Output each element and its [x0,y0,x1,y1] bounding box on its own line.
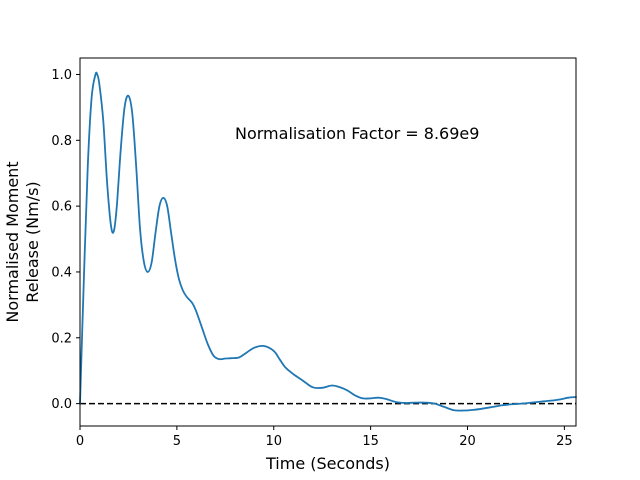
plot-layer [79,71,577,412]
y-tick-label: 0.6 [51,200,72,215]
ticks-layer: 0 5 10 15 20 25 0.0 0.2 0.4 0.6 0.8 1.0 [51,68,572,449]
y-tick-label: 0.8 [51,134,72,149]
x-tick-label: 25 [556,434,573,449]
x-tick-label: 10 [265,434,282,449]
y-axis-label-line-2: Release (Nm/s) [23,181,42,302]
y-axis-label-line-1: Normalised Moment [3,161,22,322]
x-tick-label: 20 [459,434,476,449]
y-tick-label: 0.0 [51,397,72,412]
x-tick-label: 5 [173,434,181,449]
x-axis-label: Time (Seconds) [265,454,390,473]
moment-release-series-line [79,71,577,412]
x-tick-label: 15 [362,434,379,449]
x-tick-label: 0 [76,434,84,449]
y-tick-label: 1.0 [51,68,72,83]
normalisation-annotation: Normalisation Factor = 8.69e9 [235,124,479,143]
y-tick-label: 0.2 [51,331,72,346]
y-tick-label: 0.4 [51,265,72,280]
axes-frame [79,57,577,427]
